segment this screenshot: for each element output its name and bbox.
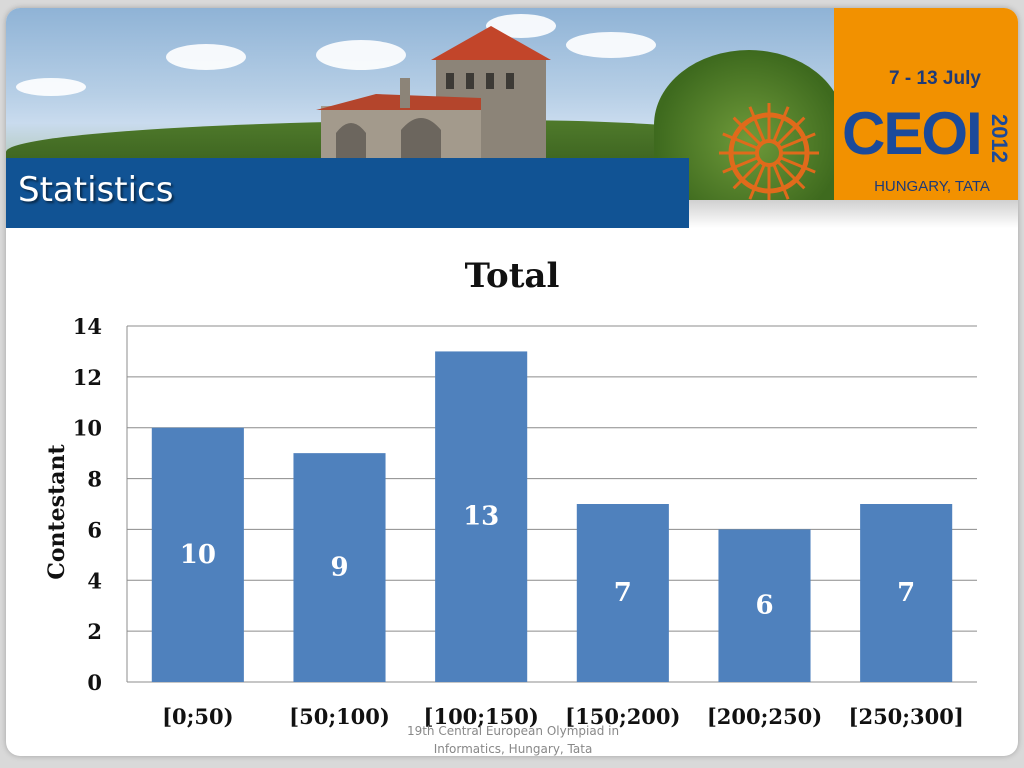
header-shadow: [689, 200, 1018, 228]
y-tick-label: 2: [87, 619, 102, 644]
slide: 7 - 13 July CEOI 2012 HUNGARY, TATA Stat…: [6, 8, 1018, 756]
title-bar: Statistics: [6, 158, 689, 228]
bar: [576, 504, 669, 682]
y-tick-label: 12: [73, 365, 102, 390]
data-label: 9: [330, 553, 348, 583]
slide-title: Statistics: [18, 170, 174, 210]
y-tick-label: 8: [87, 467, 102, 492]
data-label: 10: [180, 540, 216, 570]
x-tick-label: [0;50): [162, 704, 233, 729]
data-label: 7: [897, 578, 915, 608]
cloud: [166, 44, 246, 70]
slide-footer: 19th Central European Olympiad in Inform…: [406, 724, 620, 756]
data-label: 6: [755, 591, 773, 621]
data-label: 7: [614, 578, 632, 608]
x-tick-label: [100;150): [424, 704, 539, 729]
cloud: [316, 40, 406, 70]
logo-place: HUNGARY, TATA: [874, 178, 990, 195]
y-tick-label: 4: [87, 568, 102, 593]
data-label: 13: [463, 502, 499, 532]
y-tick-label: 10: [73, 416, 102, 441]
y-tick-label: 6: [87, 517, 102, 542]
x-tick-label: [200;250): [707, 704, 822, 729]
logo-date: 7 - 13 July: [889, 68, 981, 89]
logo-wordmark: CEOI: [842, 100, 983, 167]
cloud: [566, 32, 656, 58]
x-tick-label: [250;300]: [849, 704, 964, 729]
wheel-icon: [719, 103, 819, 203]
logo-year: 2012: [987, 113, 1012, 163]
bar: [860, 504, 953, 682]
y-tick-label: 14: [73, 314, 102, 339]
y-axis-label: Contestant: [44, 444, 70, 580]
chart-title: Total: [464, 256, 560, 296]
y-tick-label: 0: [87, 670, 102, 695]
cloud: [16, 78, 86, 96]
ceoi-logo: 7 - 13 July CEOI 2012 HUNGARY, TATA: [719, 8, 1018, 203]
bar: [293, 453, 386, 682]
bar: [435, 351, 528, 682]
x-tick-label: [150;200): [565, 704, 680, 729]
castle-image: [316, 26, 551, 168]
bar: [151, 427, 244, 682]
x-tick-label: [50;100): [289, 704, 390, 729]
bar: [718, 529, 811, 682]
